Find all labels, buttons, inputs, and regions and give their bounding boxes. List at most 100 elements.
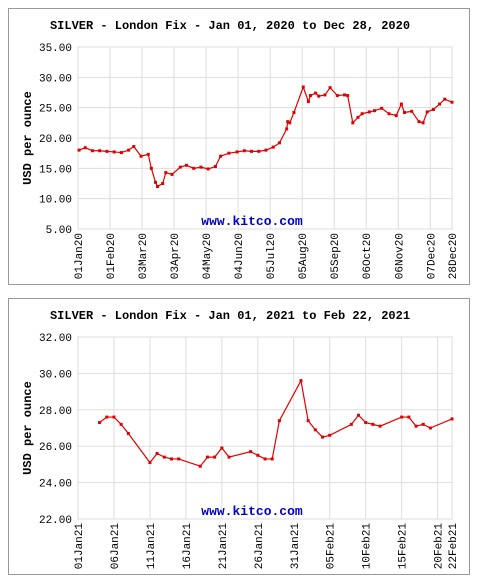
x-tick-label: 26Jan21	[254, 523, 266, 570]
price-marker	[343, 93, 347, 97]
price-marker	[288, 121, 292, 125]
x-tick-label: 15Feb21	[398, 523, 410, 570]
price-marker	[263, 457, 267, 461]
price-marker	[301, 85, 305, 89]
x-tick-label: 07Dec20	[426, 233, 438, 279]
price-marker	[450, 417, 454, 421]
y-axis-title: USD per ounce	[21, 91, 35, 185]
price-marker	[356, 115, 360, 119]
price-marker	[285, 127, 289, 131]
price-marker	[417, 120, 421, 124]
price-marker	[249, 450, 253, 454]
price-marker	[170, 172, 174, 176]
x-tick-label: 04Jun20	[234, 233, 246, 279]
plot-area	[77, 336, 453, 520]
price-marker	[371, 422, 375, 426]
x-tick-label: 03Mar20	[138, 233, 150, 279]
x-tick-label: 31Jan21	[290, 523, 302, 570]
price-marker	[313, 428, 317, 432]
x-tick-label: 05Aug20	[298, 233, 310, 279]
x-tick-label: 10Feb21	[362, 523, 374, 570]
price-marker	[367, 110, 371, 114]
price-marker	[184, 163, 188, 167]
x-tick-label: 06Nov20	[394, 233, 406, 279]
price-marker	[77, 148, 81, 152]
price-marker	[213, 455, 217, 459]
x-tick-label: 01Feb20	[106, 233, 118, 279]
price-marker	[308, 94, 312, 98]
price-marker	[112, 415, 116, 419]
price-marker	[328, 86, 332, 90]
price-marker	[178, 165, 182, 169]
x-tick-label: 22Feb21	[448, 523, 460, 570]
chart-title: SILVER - London Fix - Jan 01, 2021 to Fe…	[50, 309, 410, 323]
price-marker	[373, 109, 377, 113]
x-tick-label: 06Jan21	[110, 523, 122, 570]
price-marker	[378, 424, 382, 428]
price-marker	[90, 149, 94, 153]
price-marker	[119, 422, 123, 426]
price-marker	[220, 446, 224, 450]
y-tick-label: 30.00	[39, 369, 72, 381]
price-marker	[394, 114, 398, 118]
price-marker	[227, 151, 231, 155]
y-tick-label: 20.00	[39, 134, 72, 146]
y-tick-label: 10.00	[39, 195, 72, 207]
price-marker	[306, 419, 310, 423]
price-marker	[277, 419, 281, 423]
watermark: www.kitco.com	[201, 214, 303, 229]
price-marker	[292, 111, 296, 115]
price-marker	[257, 149, 261, 153]
price-marker	[242, 149, 246, 153]
watermark: www.kitco.com	[201, 504, 303, 519]
price-marker	[387, 112, 391, 116]
price-marker	[425, 110, 429, 114]
x-tick-label: 06Oct20	[362, 233, 374, 279]
price-marker	[438, 102, 442, 106]
x-tick-label: 01Jan20	[74, 233, 86, 279]
price-marker	[450, 100, 454, 104]
price-marker	[164, 171, 168, 175]
price-marker	[206, 167, 210, 171]
price-line	[78, 85, 453, 188]
x-tick-label: 28Dec20	[448, 233, 460, 279]
price-marker	[380, 106, 384, 110]
price-marker	[112, 150, 116, 154]
price-marker	[428, 426, 432, 430]
price-marker	[156, 185, 160, 189]
price-marker	[139, 154, 143, 158]
price-marker	[399, 102, 403, 106]
price-marker	[205, 455, 209, 459]
y-tick-label: 24.00	[39, 479, 72, 491]
price-marker	[349, 422, 353, 426]
price-marker	[364, 421, 368, 425]
price-marker	[213, 165, 217, 169]
price-marker	[153, 180, 157, 184]
price-marker	[199, 165, 203, 169]
y-tick-label: 22.00	[39, 515, 72, 527]
price-marker	[126, 431, 130, 435]
y-tick-label: 28.00	[39, 406, 72, 418]
price-marker	[360, 112, 364, 116]
chart-panel: 5.00 10.00 15.00 20.00 25.00 30.00 35.00 01Jan2…	[8, 8, 470, 285]
price-marker	[264, 148, 268, 152]
price-marker	[198, 464, 202, 468]
price-marker	[170, 457, 173, 461]
x-tick-label: 05Feb21	[326, 523, 338, 570]
x-tick-label: 16Jan21	[182, 523, 194, 570]
price-marker	[235, 150, 239, 154]
x-tick-label: 20Feb21	[434, 523, 446, 570]
price-marker	[400, 415, 404, 419]
price-marker	[105, 415, 109, 419]
price-marker	[83, 146, 87, 150]
price-marker	[149, 166, 153, 170]
price-marker	[105, 149, 109, 153]
price-marker	[271, 145, 275, 149]
price-marker	[127, 148, 131, 152]
price-marker	[335, 94, 339, 98]
y-tick-label: 30.00	[39, 73, 72, 85]
price-marker	[421, 422, 425, 426]
price-marker	[250, 149, 254, 153]
price-marker	[317, 94, 321, 98]
